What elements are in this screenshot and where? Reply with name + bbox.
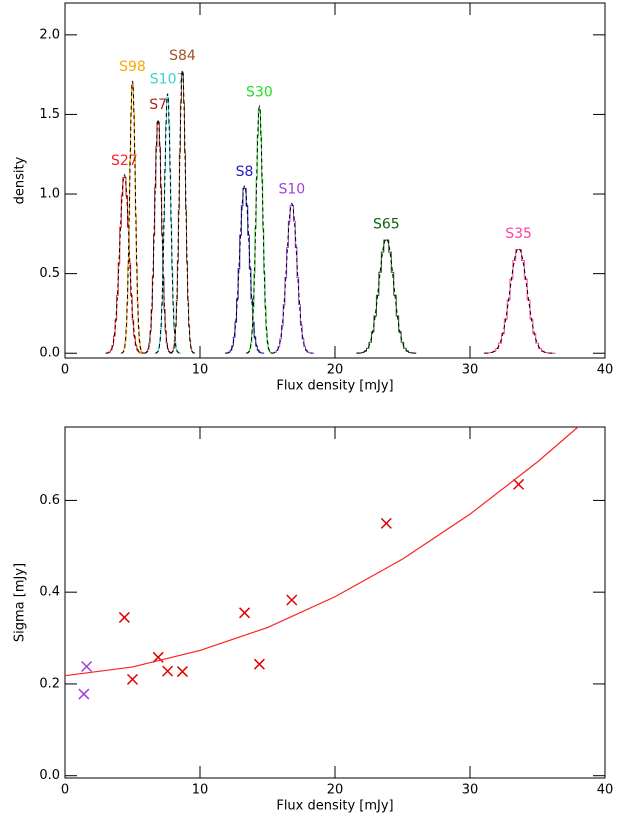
series-label: S7 [149,97,167,113]
series-label: S65 [373,217,400,233]
x-tick-label: 0 [61,363,69,378]
y-tick-label: 0.0 [39,768,60,783]
series-label: S27 [111,153,138,169]
point [286,594,298,606]
point [513,478,525,490]
point [118,611,130,623]
series-label: S10 [278,182,305,198]
x-tick-label: 10 [192,783,209,798]
y-tick-label: 0.4 [39,585,60,600]
plot-frame [64,426,606,779]
histogram [270,205,315,354]
y-tick-label: 0.6 [39,493,60,508]
histogram [483,249,556,354]
fit-curve [225,185,264,354]
point [239,607,251,619]
fit-curve [356,237,417,354]
plot-frame [64,2,606,359]
point [162,665,174,677]
point [380,517,392,529]
series-label: S98 [119,59,146,75]
y-tick-label: 0.0 [39,346,60,361]
x-tick-label: 30 [462,363,479,378]
histogram [245,109,274,354]
fit-curve [271,202,313,354]
y-tick-label: 0.5 [39,266,60,281]
fit-curve [144,117,173,354]
series-label: S107 [150,72,186,88]
point [126,673,139,685]
y-tick-label: 1.5 [39,107,60,122]
histogram [105,176,144,354]
point [152,651,164,663]
x-tick-label: 0 [61,783,69,798]
histogram [143,121,173,354]
x-axis-label: Flux density [mJy] [276,799,393,814]
y-tick-label: 2.0 [39,27,60,42]
series-label: S84 [169,48,196,64]
series-label: S35 [505,226,532,242]
fit-line [64,426,579,677]
point [253,658,265,670]
x-tick-label: 40 [597,783,614,798]
x-tick-label: 40 [597,363,614,378]
x-tick-label: 20 [327,363,344,378]
fit-curve [484,247,553,354]
histogram [356,239,417,354]
histogram [224,187,265,354]
fit-curve [170,69,195,354]
series-label: S30 [246,84,273,100]
y-tick-label: 0.2 [39,676,60,691]
fit-curve [246,104,273,354]
x-tick-label: 20 [327,783,344,798]
point [81,660,93,673]
series-label: S8 [236,164,254,180]
point [176,666,188,678]
fit-curve [105,173,144,354]
fit-curve [121,80,144,354]
x-tick-label: 30 [462,783,479,798]
fit-curve [155,93,180,354]
y-tick-label: 1.0 [39,187,60,202]
x-tick-label: 10 [192,363,209,378]
x-axis-label: Flux density [mJy] [276,379,393,394]
y-axis-label: density [13,156,28,204]
y-axis-label: Sigma [mJy] [13,563,28,642]
point [78,688,90,700]
